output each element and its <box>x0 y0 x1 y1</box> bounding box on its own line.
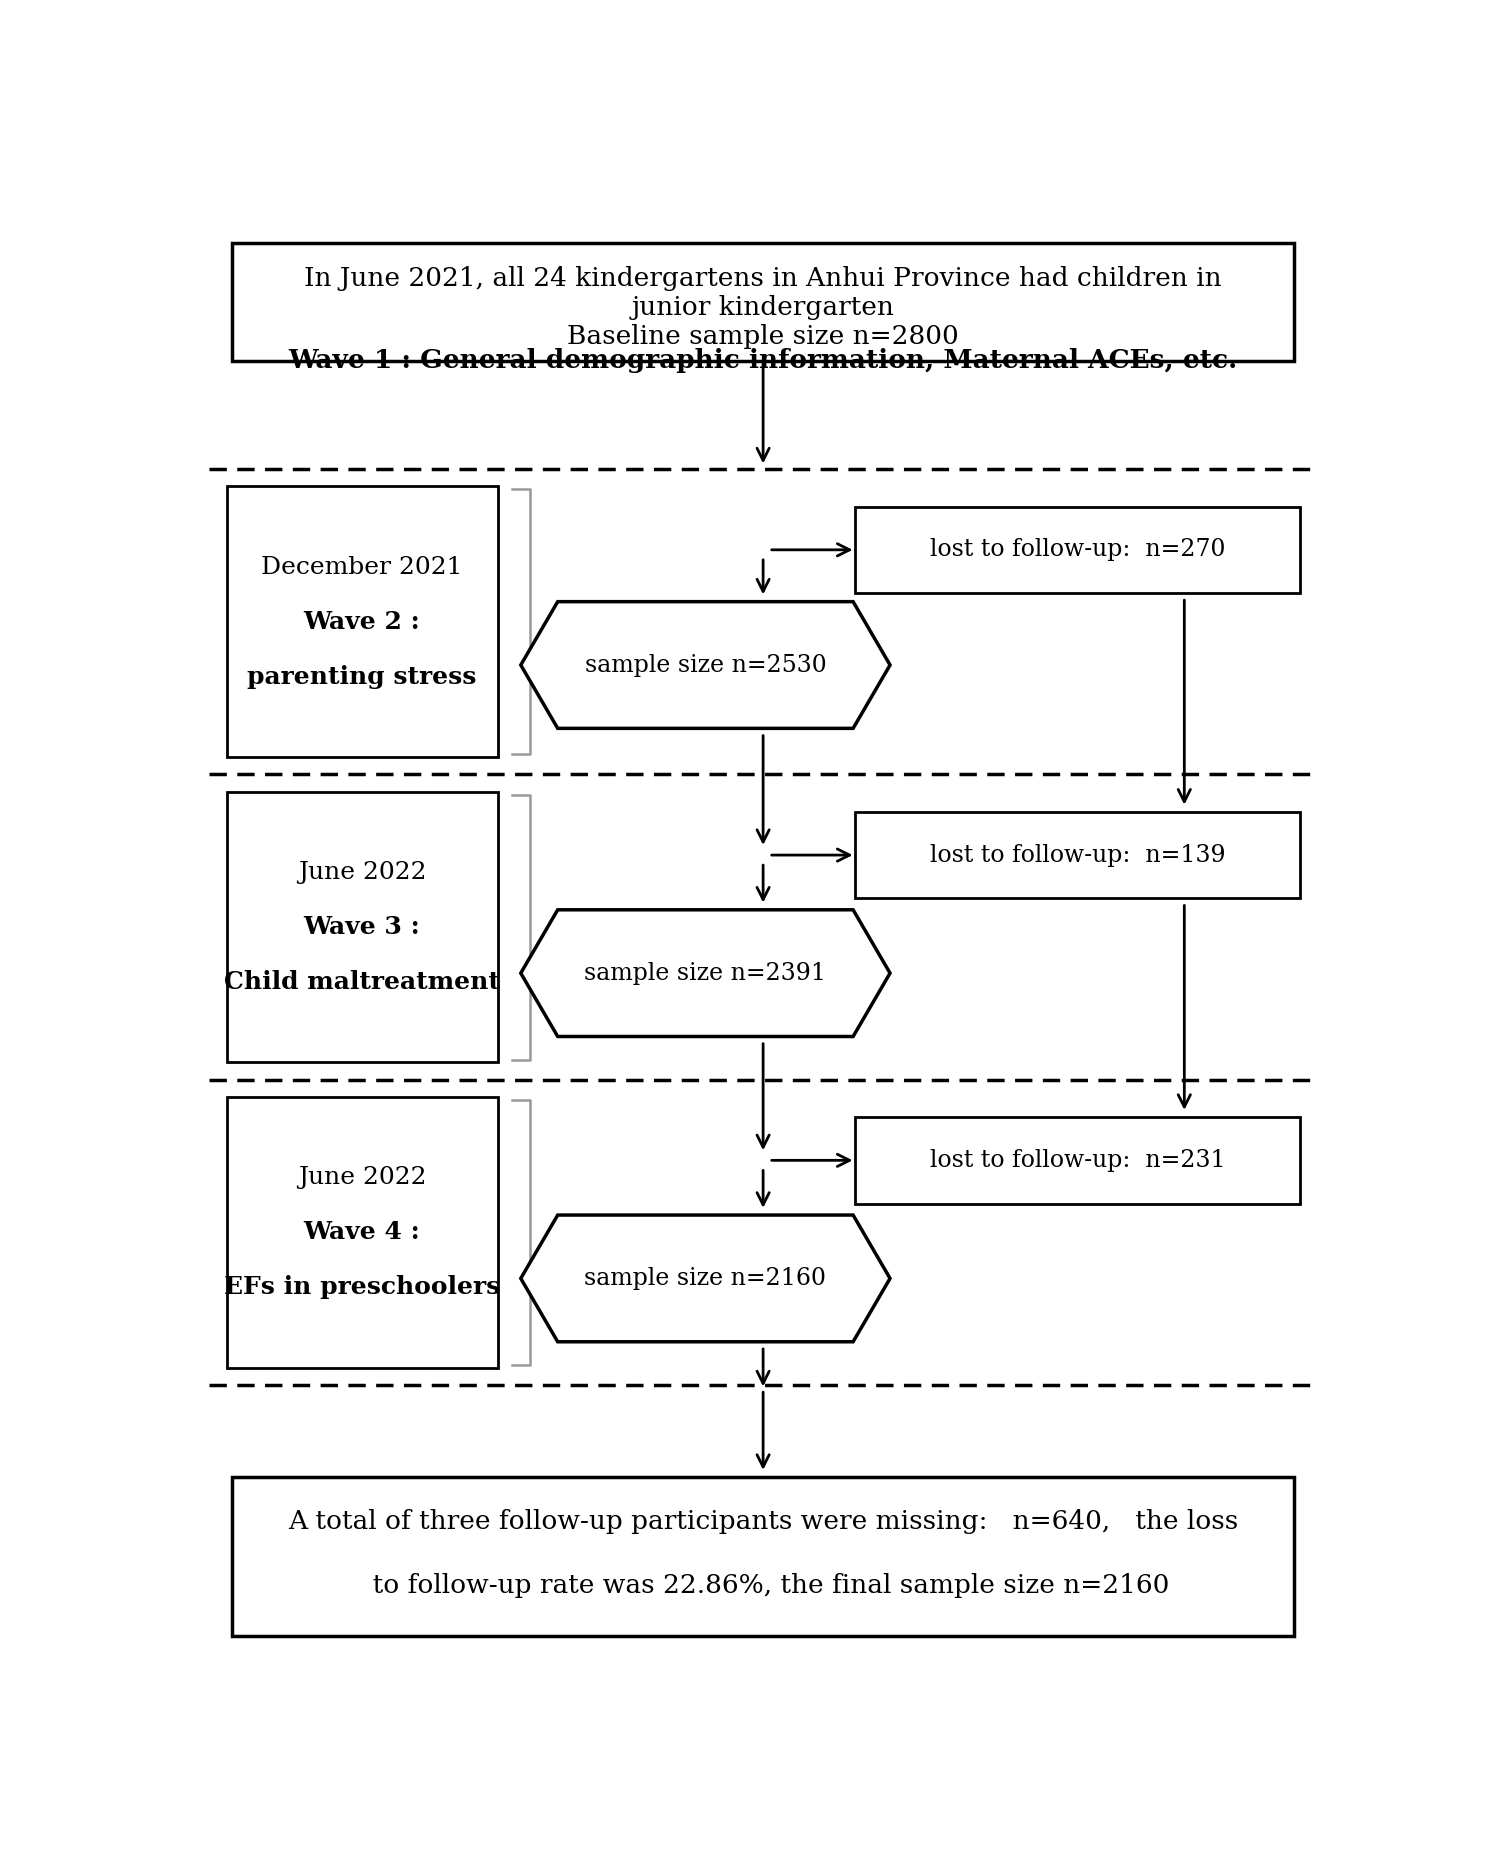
Text: December 2021: December 2021 <box>262 555 463 578</box>
Text: lost to follow-up:  n=270: lost to follow-up: n=270 <box>929 539 1225 561</box>
FancyBboxPatch shape <box>855 812 1300 898</box>
Text: Wave 1 : General demographic information, Maternal ACEs, etc.: Wave 1 : General demographic information… <box>289 348 1237 374</box>
FancyBboxPatch shape <box>226 486 497 757</box>
Text: Baseline sample size n=2800: Baseline sample size n=2800 <box>567 324 959 348</box>
Text: sample size n=2391: sample size n=2391 <box>584 961 826 985</box>
Polygon shape <box>521 911 890 1036</box>
Text: In June 2021, all 24 kindergartens in Anhui Province had children in: In June 2021, all 24 kindergartens in An… <box>304 266 1222 292</box>
Text: Wave 2 :: Wave 2 : <box>304 610 420 634</box>
Text: sample size n=2530: sample size n=2530 <box>585 653 826 677</box>
Text: lost to follow-up:  n=231: lost to follow-up: n=231 <box>929 1148 1225 1172</box>
Polygon shape <box>521 1216 890 1343</box>
FancyBboxPatch shape <box>232 243 1294 361</box>
Text: June 2022: June 2022 <box>298 1167 426 1189</box>
FancyBboxPatch shape <box>232 1477 1294 1636</box>
FancyBboxPatch shape <box>226 1098 497 1367</box>
FancyBboxPatch shape <box>226 791 497 1062</box>
Text: Child maltreatment: Child maltreatment <box>225 971 500 993</box>
Text: June 2022: June 2022 <box>298 860 426 885</box>
FancyBboxPatch shape <box>855 1116 1300 1204</box>
Text: sample size n=2160: sample size n=2160 <box>584 1266 826 1290</box>
Text: A total of three follow-up participants were missing:   n=640,   the loss: A total of three follow-up participants … <box>287 1509 1239 1533</box>
FancyBboxPatch shape <box>855 507 1300 593</box>
Text: Wave 4 :: Wave 4 : <box>304 1221 420 1244</box>
Text: lost to follow-up:  n=139: lost to follow-up: n=139 <box>929 843 1225 866</box>
Text: junior kindergarten: junior kindergarten <box>631 295 895 320</box>
Polygon shape <box>521 602 890 729</box>
Text: parenting stress: parenting stress <box>247 664 476 688</box>
Text: Wave 3 :: Wave 3 : <box>304 914 420 939</box>
Text: EFs in preschoolers: EFs in preschoolers <box>223 1275 500 1300</box>
Text: to follow-up rate was 22.86%, the final sample size n=2160: to follow-up rate was 22.86%, the final … <box>356 1573 1170 1597</box>
